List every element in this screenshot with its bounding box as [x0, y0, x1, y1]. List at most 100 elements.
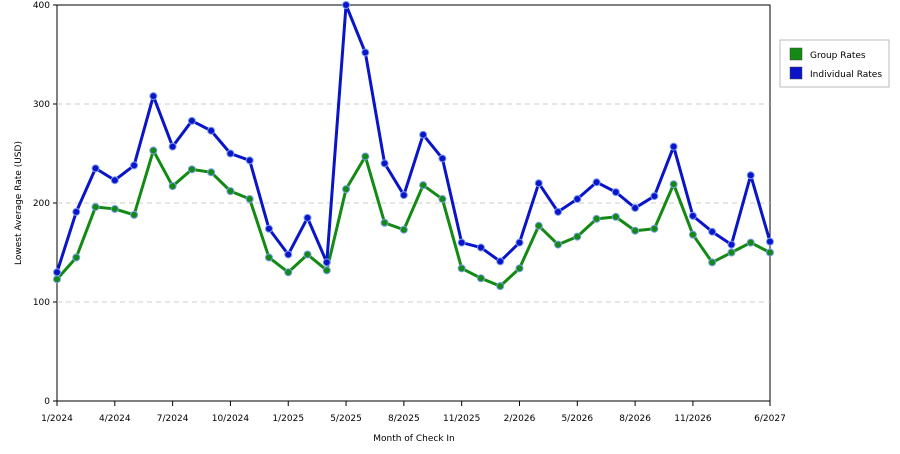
- data-point: [515, 264, 524, 273]
- data-point: [303, 250, 312, 259]
- data-point: [611, 212, 620, 221]
- data-point: [419, 130, 428, 139]
- data-point: [207, 126, 216, 135]
- data-point: [631, 226, 640, 235]
- data-point: [554, 240, 563, 249]
- data-point: [322, 258, 331, 267]
- data-point: [708, 258, 717, 267]
- data-point: [438, 154, 447, 163]
- data-point: [91, 164, 100, 173]
- data-point: [766, 248, 774, 257]
- y-tick-label: 0: [44, 397, 50, 407]
- x-tick-label: 4/2024: [99, 414, 131, 424]
- x-tick-label: 5/2026: [561, 414, 593, 424]
- data-point: [207, 168, 216, 177]
- data-point: [534, 221, 543, 230]
- data-point: [419, 181, 428, 190]
- x-tick-label: 10/2024: [212, 414, 250, 424]
- x-tick-label: 2/2026: [504, 414, 536, 424]
- data-point: [187, 116, 196, 125]
- data-point: [149, 92, 158, 101]
- data-point: [476, 243, 485, 252]
- data-point: [611, 188, 620, 197]
- data-point: [708, 227, 717, 236]
- x-tick-label: 11/2025: [443, 414, 480, 424]
- data-point: [766, 237, 774, 246]
- data-point: [573, 232, 582, 241]
- data-point: [91, 202, 100, 211]
- data-point: [168, 182, 177, 191]
- legend-swatch: [789, 47, 803, 61]
- x-tick-label: 1/2025: [272, 414, 304, 424]
- data-point: [399, 191, 408, 200]
- x-tick-label: 8/2025: [388, 414, 420, 424]
- x-tick-label: 7/2024: [157, 414, 189, 424]
- data-point: [361, 48, 370, 57]
- data-point: [168, 142, 177, 151]
- data-point: [380, 159, 389, 168]
- data-point: [727, 248, 736, 257]
- data-point: [342, 185, 351, 194]
- data-point: [438, 195, 447, 204]
- data-point: [592, 178, 601, 187]
- data-point: [554, 207, 563, 216]
- data-point: [303, 213, 312, 222]
- data-point: [727, 240, 736, 249]
- y-tick-label: 300: [33, 100, 50, 110]
- data-point: [110, 176, 119, 185]
- data-point: [226, 149, 235, 158]
- x-tick-label: 6/2027: [754, 414, 786, 424]
- data-point: [149, 146, 158, 155]
- data-point: [534, 179, 543, 188]
- data-point: [457, 264, 466, 273]
- data-point: [72, 207, 81, 216]
- y-axis-label: Lowest Average Rate (USD): [14, 141, 24, 265]
- data-point: [361, 152, 370, 161]
- data-point: [476, 274, 485, 283]
- data-point: [573, 195, 582, 204]
- data-point: [226, 187, 235, 196]
- data-point: [342, 1, 351, 9]
- data-point: [496, 282, 505, 291]
- data-point: [746, 238, 755, 247]
- x-tick-label: 5/2025: [330, 414, 362, 424]
- data-point: [322, 266, 331, 275]
- data-point: [650, 224, 659, 233]
- data-point: [245, 156, 254, 165]
- legend-swatch: [789, 66, 803, 80]
- data-point: [245, 195, 254, 204]
- data-point: [399, 225, 408, 234]
- series-line: [55, 3, 772, 273]
- x-tick-label: 1/2024: [41, 414, 73, 424]
- data-point: [669, 142, 678, 151]
- data-point: [496, 257, 505, 266]
- data-point: [130, 210, 139, 219]
- data-point: [380, 218, 389, 227]
- data-point: [53, 268, 61, 277]
- y-tick-label: 100: [33, 298, 50, 308]
- y-tick-label: 200: [33, 199, 50, 209]
- data-point: [284, 268, 293, 277]
- data-point: [110, 204, 119, 213]
- x-tick-label: 11/2026: [674, 414, 712, 424]
- legend-label: Individual Rates: [810, 70, 882, 80]
- data-point: [688, 230, 697, 239]
- x-tick-label: 8/2026: [619, 414, 651, 424]
- data-point: [284, 250, 293, 259]
- data-point: [515, 238, 524, 247]
- legend-label: Group Rates: [810, 51, 866, 61]
- data-point: [457, 238, 466, 247]
- y-tick-label: 400: [33, 1, 50, 11]
- data-point: [53, 275, 61, 284]
- data-point: [264, 253, 273, 262]
- data-point: [631, 203, 640, 212]
- data-point: [688, 211, 697, 220]
- data-point: [669, 180, 678, 189]
- data-point: [187, 165, 196, 174]
- x-axis-label: Month of Check In: [373, 434, 455, 444]
- data-point: [746, 171, 755, 180]
- data-point: [592, 214, 601, 223]
- data-point: [264, 224, 273, 233]
- data-point: [650, 192, 659, 201]
